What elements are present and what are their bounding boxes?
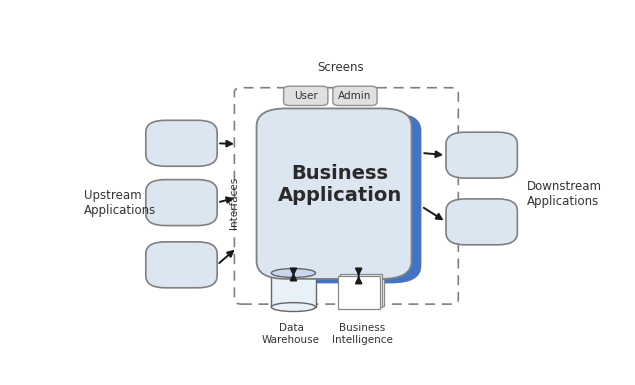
Text: Interfaces: Interfaces xyxy=(229,177,239,229)
Ellipse shape xyxy=(271,303,316,311)
Text: Downstream
Applications: Downstream Applications xyxy=(527,181,602,208)
Text: Admin: Admin xyxy=(338,91,371,101)
Ellipse shape xyxy=(271,269,316,278)
FancyBboxPatch shape xyxy=(267,113,422,283)
FancyBboxPatch shape xyxy=(343,273,385,306)
Text: Business
Intelligence: Business Intelligence xyxy=(332,323,393,345)
Text: Upstream
Applications: Upstream Applications xyxy=(84,189,157,217)
Text: Business
Application: Business Application xyxy=(278,164,403,204)
Text: Screens: Screens xyxy=(317,61,363,74)
FancyBboxPatch shape xyxy=(146,242,217,288)
Bar xyxy=(271,273,316,307)
FancyBboxPatch shape xyxy=(446,132,518,178)
FancyBboxPatch shape xyxy=(446,199,518,245)
FancyBboxPatch shape xyxy=(333,86,377,105)
FancyBboxPatch shape xyxy=(340,275,382,307)
Text: User: User xyxy=(294,91,318,101)
FancyBboxPatch shape xyxy=(146,120,217,166)
FancyBboxPatch shape xyxy=(338,276,380,308)
FancyBboxPatch shape xyxy=(146,179,217,226)
FancyBboxPatch shape xyxy=(284,86,328,105)
Text: Data
Warehouse: Data Warehouse xyxy=(262,323,320,345)
FancyBboxPatch shape xyxy=(257,109,411,279)
